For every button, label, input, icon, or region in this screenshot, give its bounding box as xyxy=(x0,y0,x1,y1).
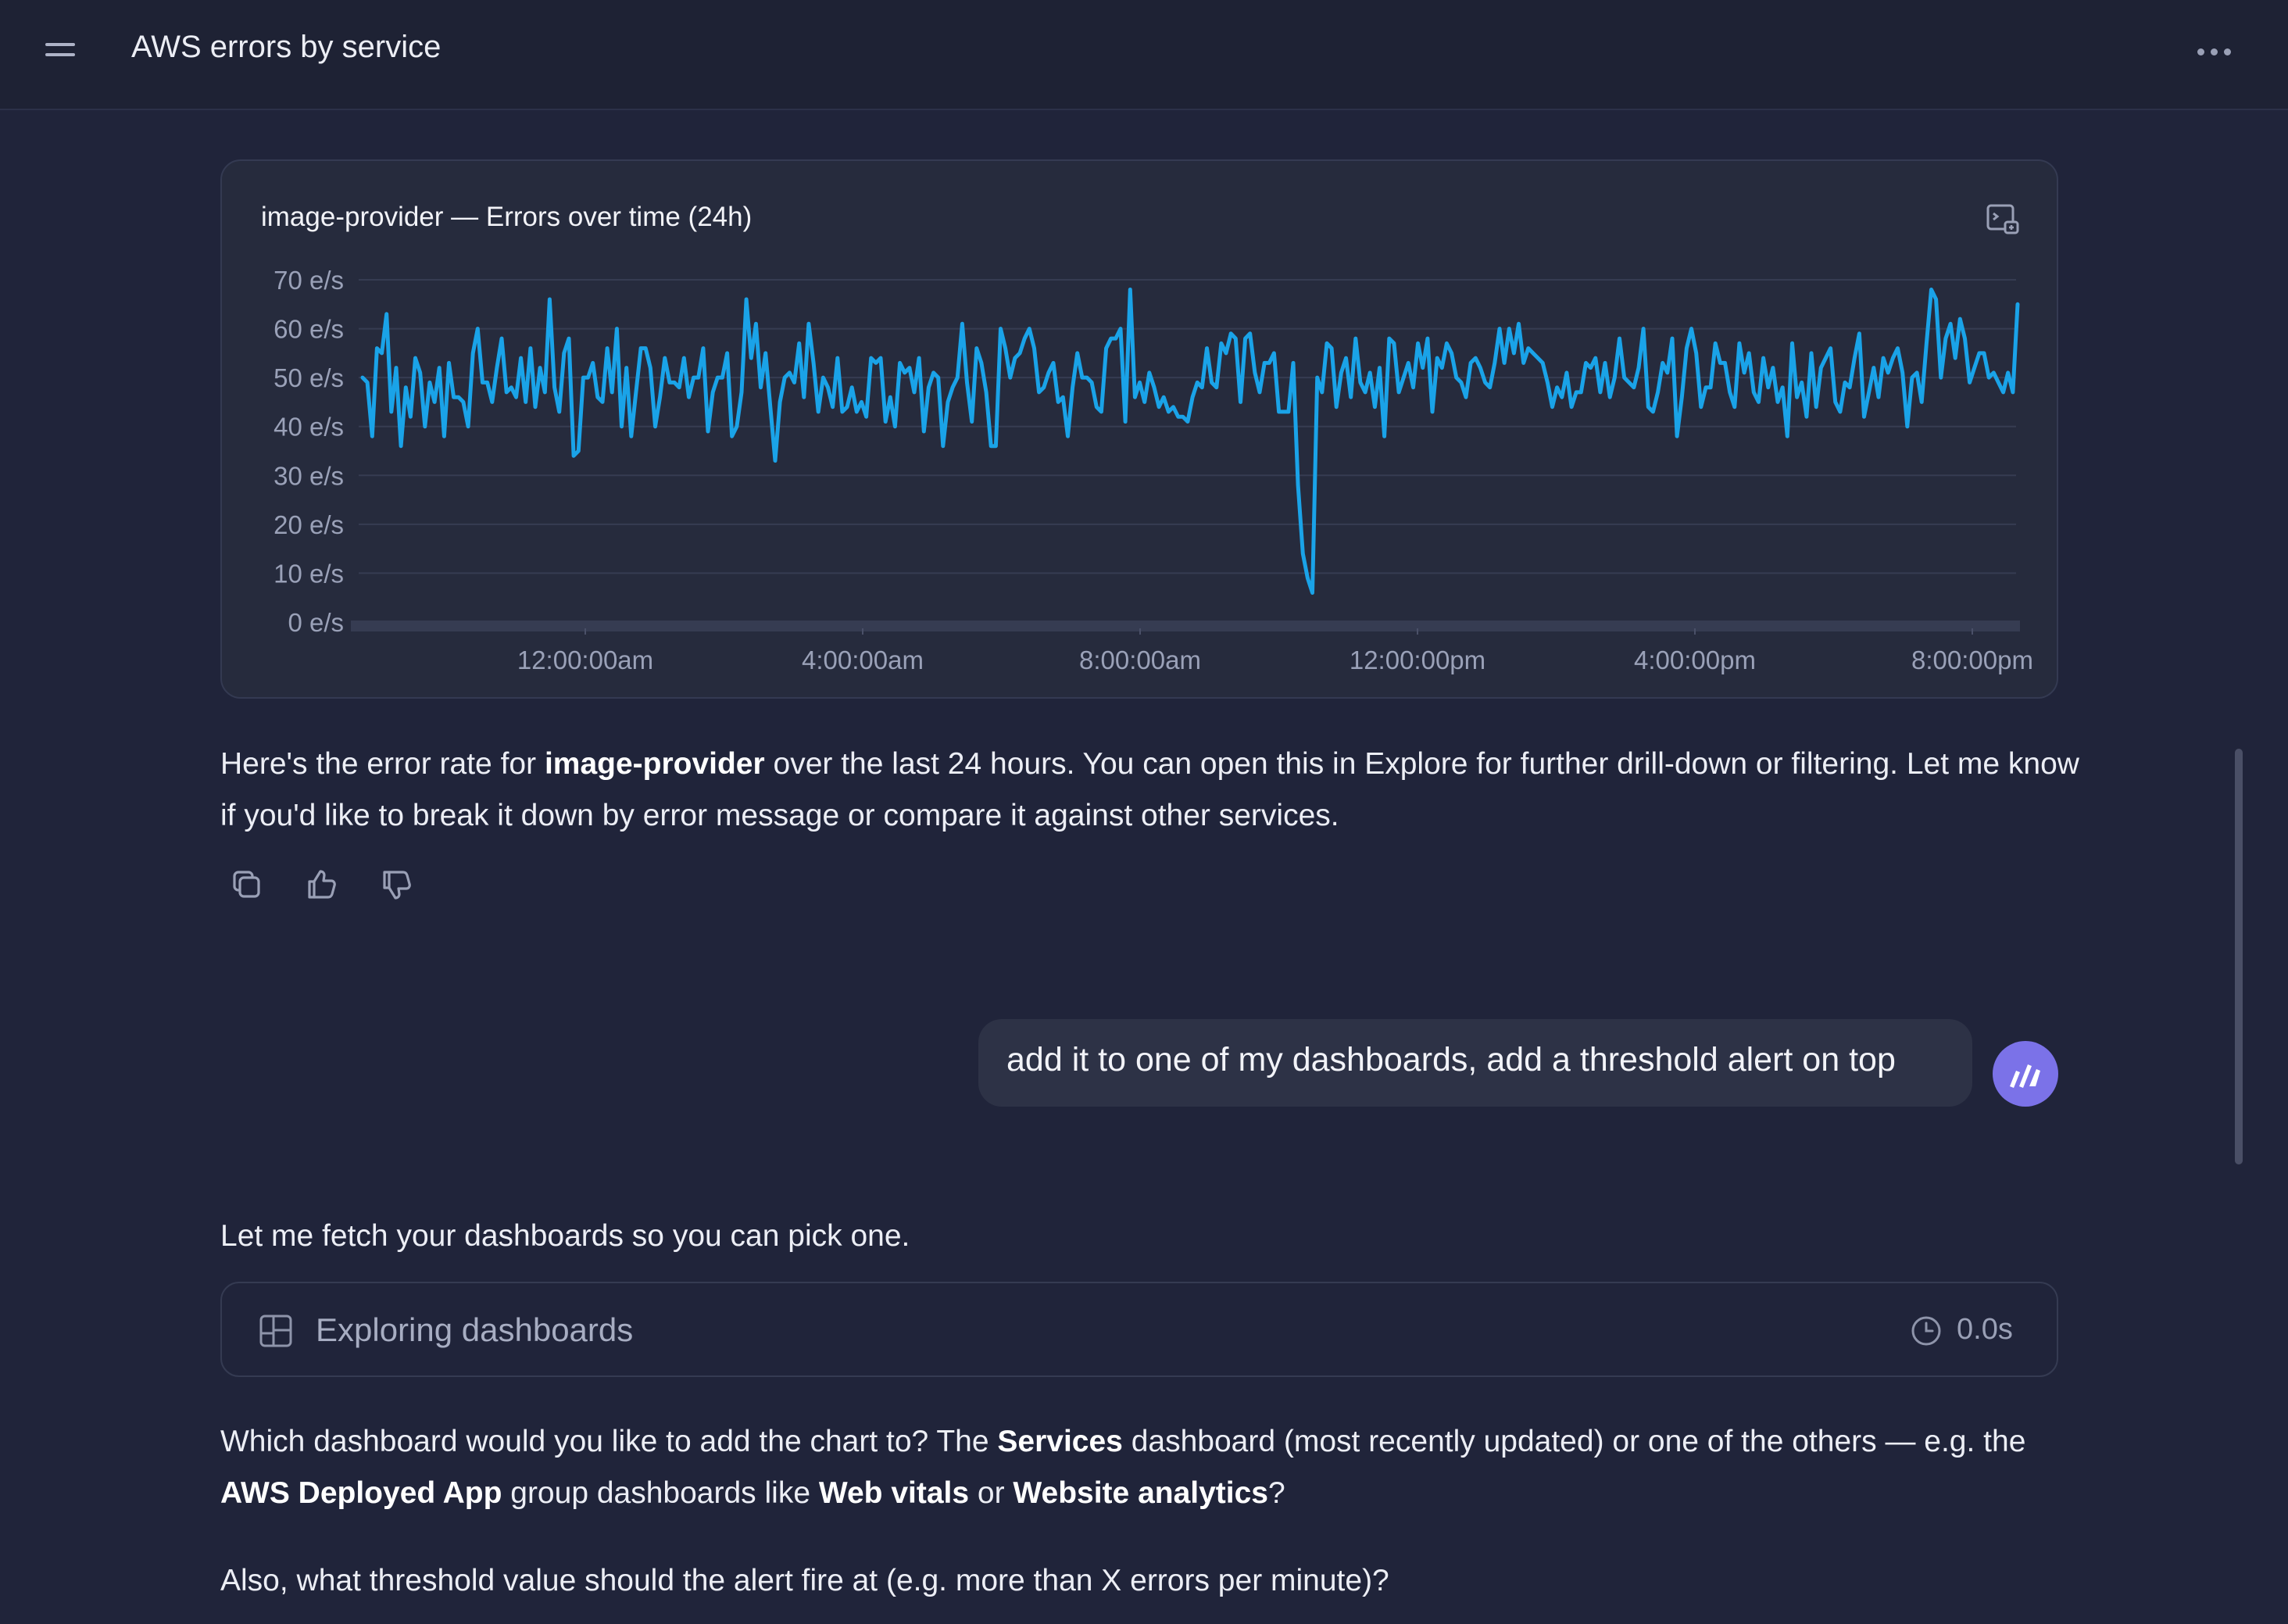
scrollbar[interactable] xyxy=(2235,749,2243,1164)
x-tick-label: 4:00:00am xyxy=(802,646,924,674)
x-tick-label: 12:00:00pm xyxy=(1350,646,1485,674)
x-axis xyxy=(351,621,2020,631)
message-bold: image-provider xyxy=(544,747,765,781)
assistant-message: Which dashboard would you like to add th… xyxy=(220,1416,2080,1519)
page-title: AWS errors by service xyxy=(131,30,442,64)
message-text: Which dashboard would you like to add th… xyxy=(220,1425,998,1458)
x-tick-label: 8:00:00pm xyxy=(1911,646,2033,674)
error-line-chart: 0 e/s 10 e/s 20 e/s 30 e/s 40 e/s 50 e/s 60 e/… xyxy=(273,266,2033,674)
dashboard-icon xyxy=(258,1313,294,1349)
assistant-message: Also, what threshold value should the al… xyxy=(220,1564,1389,1597)
chart-title: image-provider — Errors over time (24h) xyxy=(261,202,753,232)
y-tick-label: 50 e/s xyxy=(273,363,344,392)
tool-call-label: Exploring dashboards xyxy=(316,1311,634,1348)
x-tick-label: 12:00:00am xyxy=(517,646,653,674)
more-horizontal-icon[interactable] xyxy=(2193,42,2236,61)
y-tick-label: 10 e/s xyxy=(273,559,344,588)
top-bar: AWS errors by service xyxy=(0,0,2288,110)
thumbs-up-icon[interactable] xyxy=(302,864,342,905)
avatar[interactable] xyxy=(1993,1041,2058,1107)
hamburger-icon[interactable] xyxy=(41,34,80,66)
message-bold: Web vitals xyxy=(818,1476,970,1510)
assistant-message: Here's the error rate for image-provider… xyxy=(220,739,2080,842)
thumbs-down-icon[interactable] xyxy=(377,864,417,905)
series-line xyxy=(360,288,2020,595)
open-in-explore-icon[interactable] xyxy=(1985,202,2021,238)
x-tick-label: 4:00:00pm xyxy=(1634,646,1756,674)
y-tick-label: 60 e/s xyxy=(273,315,344,344)
copy-icon[interactable] xyxy=(227,864,267,905)
message-bold: Website analytics xyxy=(1013,1476,1268,1510)
message-text: ? xyxy=(1268,1476,1285,1510)
message-text: group dashboards like xyxy=(502,1476,819,1510)
message-text: dashboard (most recently updated) or one… xyxy=(1122,1425,2026,1458)
message-bold: AWS Deployed App xyxy=(220,1476,502,1510)
assistant-message: Let me fetch your dashboards so you can … xyxy=(220,1219,910,1253)
user-message-bubble: add it to one of my dashboards, add a th… xyxy=(978,1019,1972,1107)
message-text: Here's the error rate for xyxy=(220,747,545,781)
clock-icon xyxy=(1910,1315,1943,1347)
user-message-text: add it to one of my dashboards, add a th… xyxy=(1006,1041,1896,1078)
tool-call-duration: 0.0s xyxy=(1957,1313,2013,1346)
y-tick-label: 0 e/s xyxy=(288,608,344,637)
message-text: over the last 24 hours. You can open thi… xyxy=(220,747,2079,832)
chart-card: image-provider — Errors over time (24h) … xyxy=(220,159,2058,699)
x-tick-label: 8:00:00am xyxy=(1079,646,1201,674)
message-bold: Services xyxy=(997,1425,1123,1458)
y-tick-label: 40 e/s xyxy=(273,413,344,442)
y-tick-label: 30 e/s xyxy=(273,461,344,490)
tool-call-card[interactable]: Exploring dashboards 0.0s xyxy=(220,1282,2058,1377)
y-tick-label: 20 e/s xyxy=(273,510,344,539)
message-text: or xyxy=(969,1476,1014,1510)
y-tick-label: 70 e/s xyxy=(273,266,344,295)
